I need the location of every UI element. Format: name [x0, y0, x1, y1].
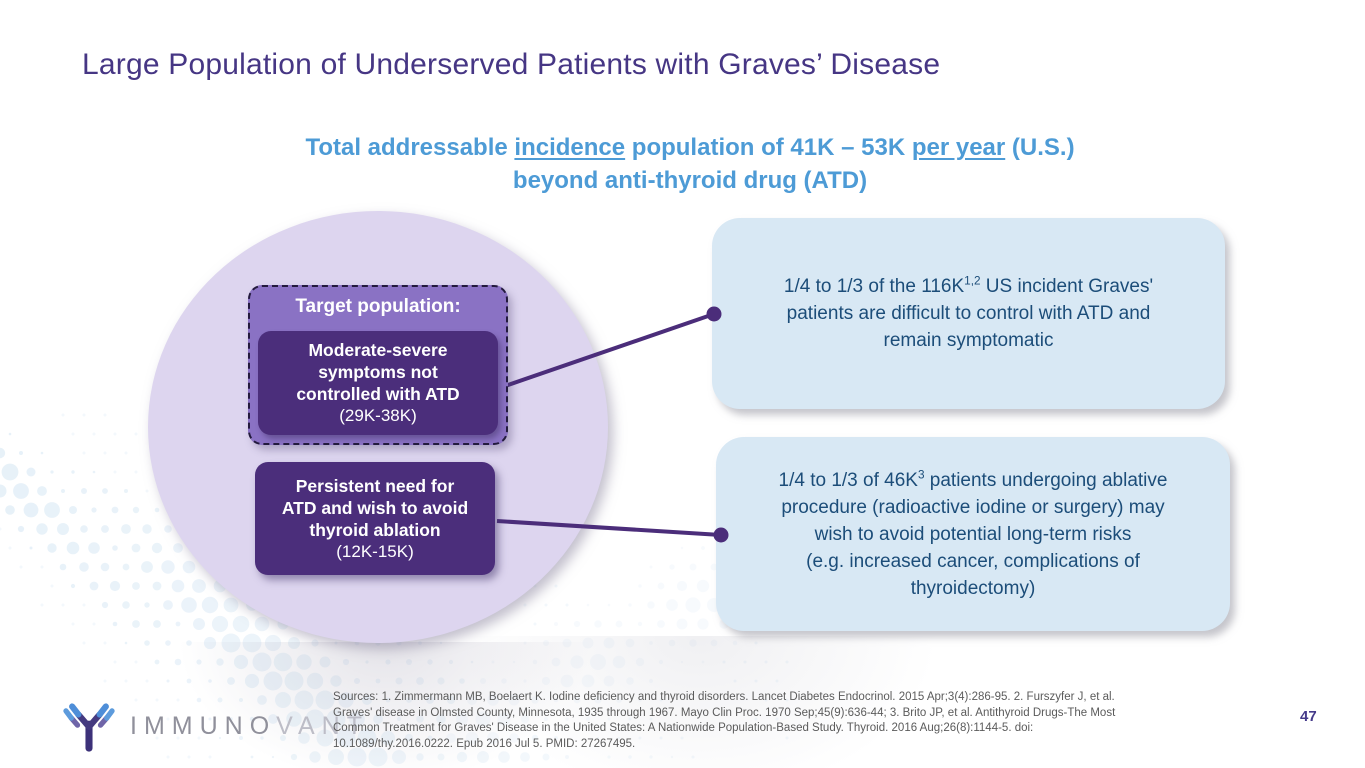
callout-ablative-procedure-text: 1/4 to 1/3 of 46K3 patients undergoing a…	[778, 468, 1168, 599]
target-population-box: Target population: Moderate-severe sympt…	[248, 285, 508, 445]
persistent-need-text: Persistent need for ATD and wish to avoi…	[281, 475, 469, 540]
slide-title: Large Population of Underserved Patients…	[82, 48, 941, 81]
moderate-severe-range: (29K-38K)	[339, 406, 417, 425]
callout-ablative-procedure: 1/4 to 1/3 of 46K3 patients undergoing a…	[716, 437, 1230, 631]
antibody-icon	[63, 703, 115, 752]
subtitle-line-1: Total addressable incidence population o…	[150, 131, 1230, 164]
subtitle-text: population of 41K – 53K	[625, 134, 912, 161]
subtitle-line-2: beyond anti-thyroid drug (ATD)	[512, 167, 868, 194]
sources-text: Sources: 1. Zimmermann MB, Boelaert K. I…	[333, 691, 1116, 750]
subtitle-text: (U.S.)	[1005, 134, 1075, 161]
moderate-severe-box: Moderate-severe symptoms not controlled …	[258, 331, 498, 435]
target-population-label: Target population:	[295, 296, 461, 317]
citation-superscript: 3	[917, 468, 925, 482]
subtitle-underlined-per-year: per year	[911, 134, 1006, 161]
subtitle-text: Total addressable	[305, 134, 515, 161]
moderate-severe-text: Moderate-severe symptoms not controlled …	[296, 340, 460, 404]
callout-uncontrolled-atd-text: 1/4 to 1/3 of the 116K1,2 US incident Gr…	[783, 274, 1154, 351]
callout-uncontrolled-atd: 1/4 to 1/3 of the 116K1,2 US incident Gr…	[712, 218, 1225, 409]
slide-subtitle: Total addressable incidence population o…	[150, 131, 1230, 197]
subtitle-underlined-incidence: incidence	[514, 134, 626, 161]
immunovant-wordmark: IMMUNOVANT	[130, 711, 369, 740]
page-number: 47	[1300, 708, 1317, 725]
persistent-need-box: Persistent need for ATD and wish to avoi…	[255, 462, 495, 575]
persistent-need-range: (12K-15K)	[336, 541, 414, 561]
citation-superscript: 1,2	[964, 274, 981, 288]
immunovant-logo: IMMUNOVANT	[58, 696, 369, 756]
